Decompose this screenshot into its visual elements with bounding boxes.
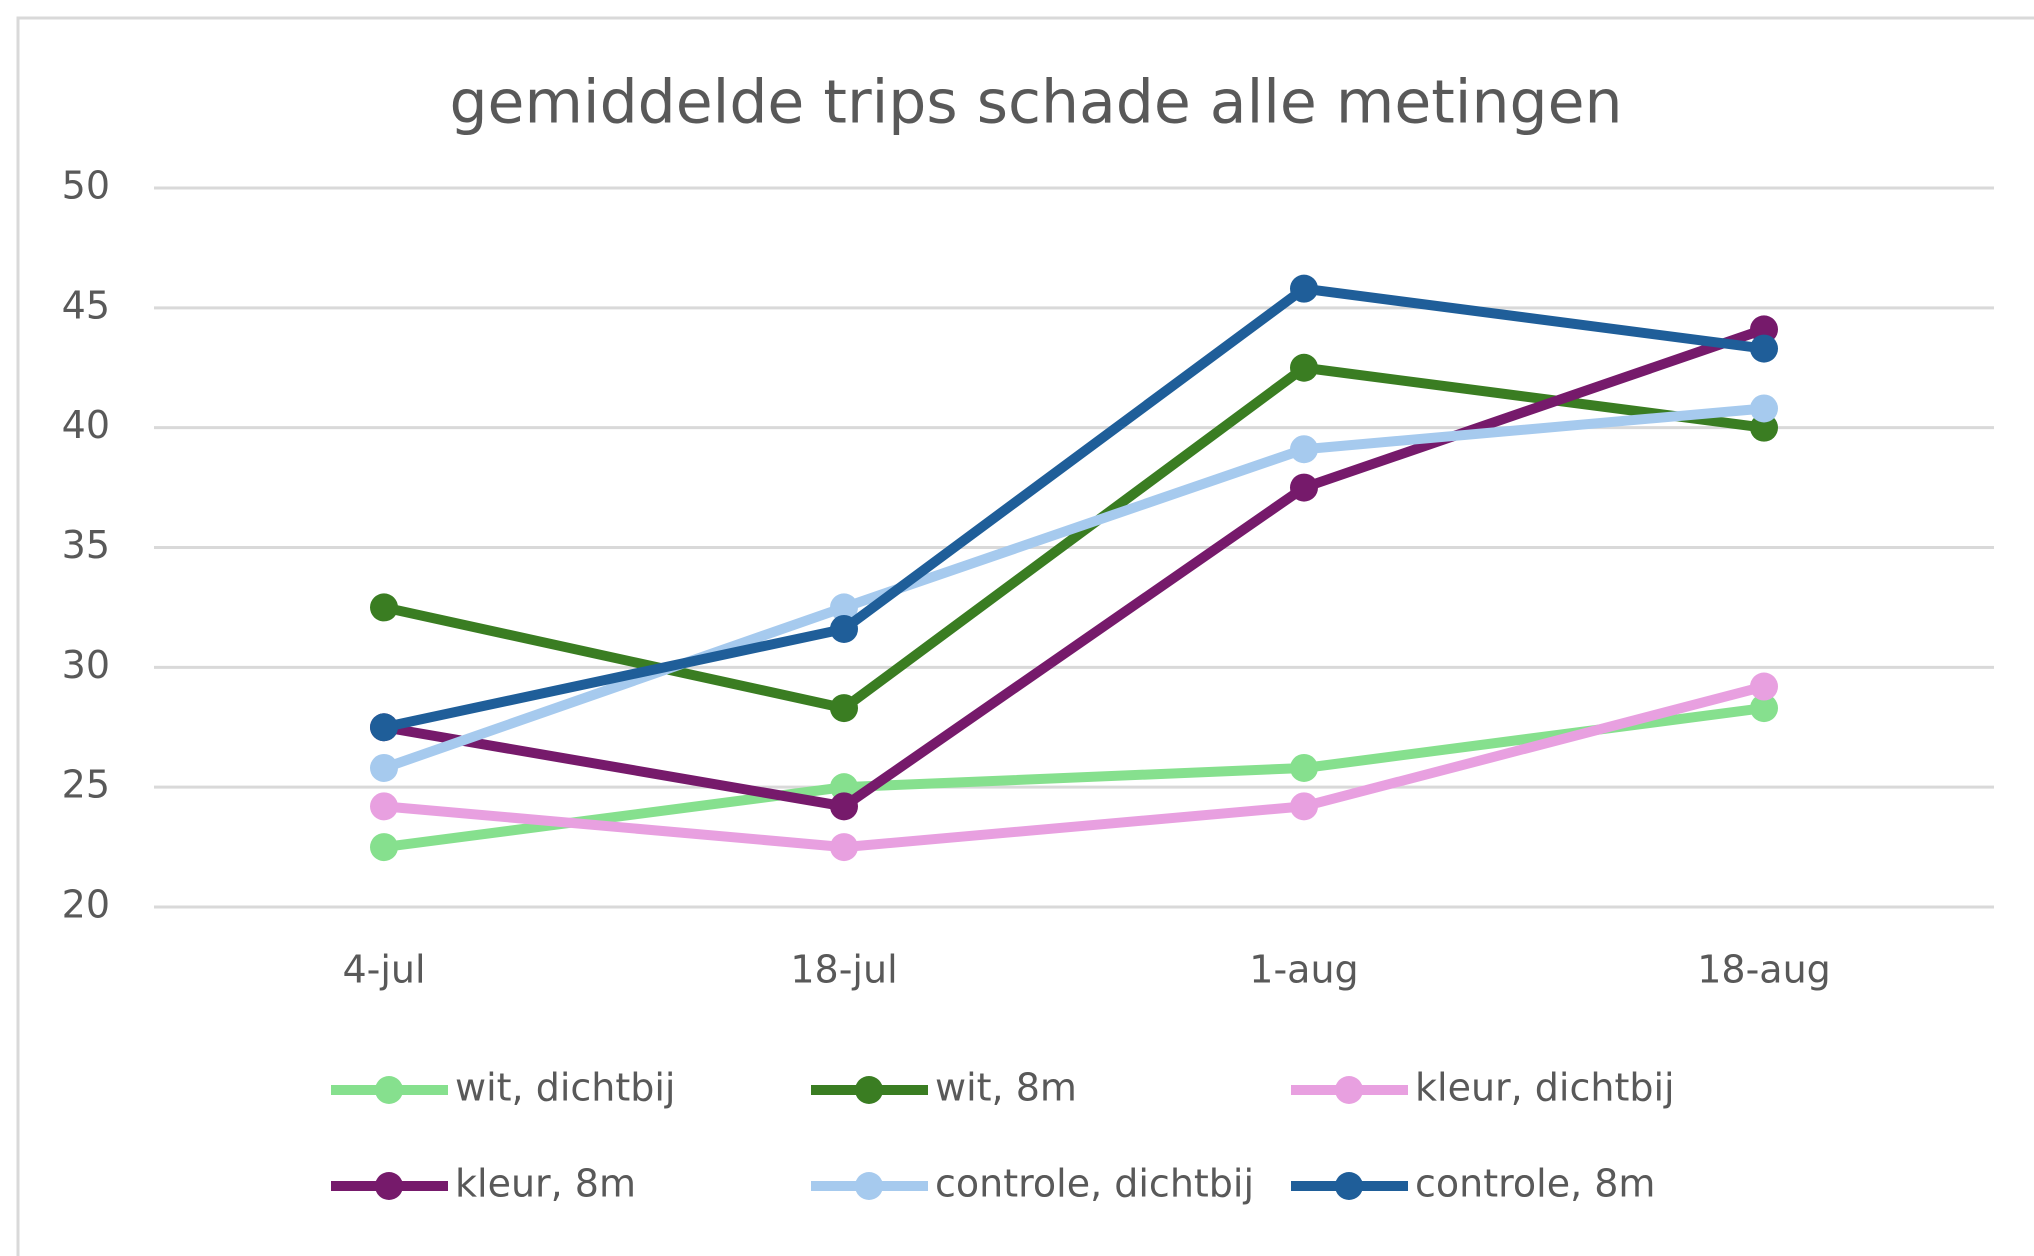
legend-label: controle, dichtbij <box>935 1162 1254 1206</box>
data-point <box>1290 274 1318 303</box>
data-point <box>1750 315 1778 344</box>
series-line <box>383 681 1766 853</box>
series-line <box>382 403 1765 773</box>
legend-marker <box>855 1076 883 1104</box>
data-point <box>830 593 858 622</box>
x-tick-label: 1-aug <box>1249 948 1358 992</box>
y-tick-label: 40 <box>62 403 110 447</box>
data-point <box>1290 792 1318 821</box>
y-tick-label: 45 <box>62 283 110 327</box>
x-tick-label: 18-aug <box>1697 948 1831 992</box>
data-point <box>830 833 858 862</box>
data-point <box>1290 473 1318 502</box>
data-point <box>370 753 398 782</box>
data-point <box>830 694 858 723</box>
series-line <box>382 362 1765 714</box>
data-point <box>1290 753 1318 782</box>
data-point <box>1290 435 1318 464</box>
legend-marker <box>855 1172 883 1200</box>
data-point <box>1750 334 1778 363</box>
legend-marker <box>1335 1172 1363 1200</box>
data-point <box>830 792 858 821</box>
legend-label: kleur, dichtbij <box>1415 1066 1675 1110</box>
legend-label: controle, 8m <box>1415 1162 1655 1206</box>
chart-title: gemiddelde trips schade alle metingen <box>449 68 1622 138</box>
data-point <box>1750 413 1778 442</box>
legend-label: wit, 8m <box>935 1066 1077 1110</box>
series-line <box>382 283 1765 733</box>
data-point <box>370 593 398 622</box>
data-point <box>1750 694 1778 723</box>
legend-marker <box>375 1076 403 1104</box>
x-tick-label: 18-jul <box>790 948 897 992</box>
y-tick-label: 35 <box>62 523 110 567</box>
y-tick-label: 30 <box>62 643 110 687</box>
x-tick-label: 4-jul <box>342 948 425 992</box>
data-point <box>370 833 398 862</box>
data-point <box>1750 394 1778 423</box>
legend-label: wit, dichtbij <box>455 1066 676 1110</box>
data-point <box>370 713 398 742</box>
data-point <box>830 773 858 802</box>
legend-label: kleur, 8m <box>455 1162 636 1206</box>
series-line <box>383 324 1766 812</box>
series-line <box>383 703 1765 853</box>
y-tick-label: 25 <box>62 763 110 807</box>
y-tick-label: 20 <box>62 883 110 927</box>
chart-frame <box>16 16 2034 1256</box>
legend-marker <box>1335 1076 1363 1104</box>
data-point <box>830 614 858 643</box>
data-point <box>1290 353 1318 382</box>
y-tick-label: 50 <box>62 164 110 208</box>
data-point <box>1750 672 1778 701</box>
legend-marker <box>375 1172 403 1200</box>
data-point <box>370 792 398 821</box>
